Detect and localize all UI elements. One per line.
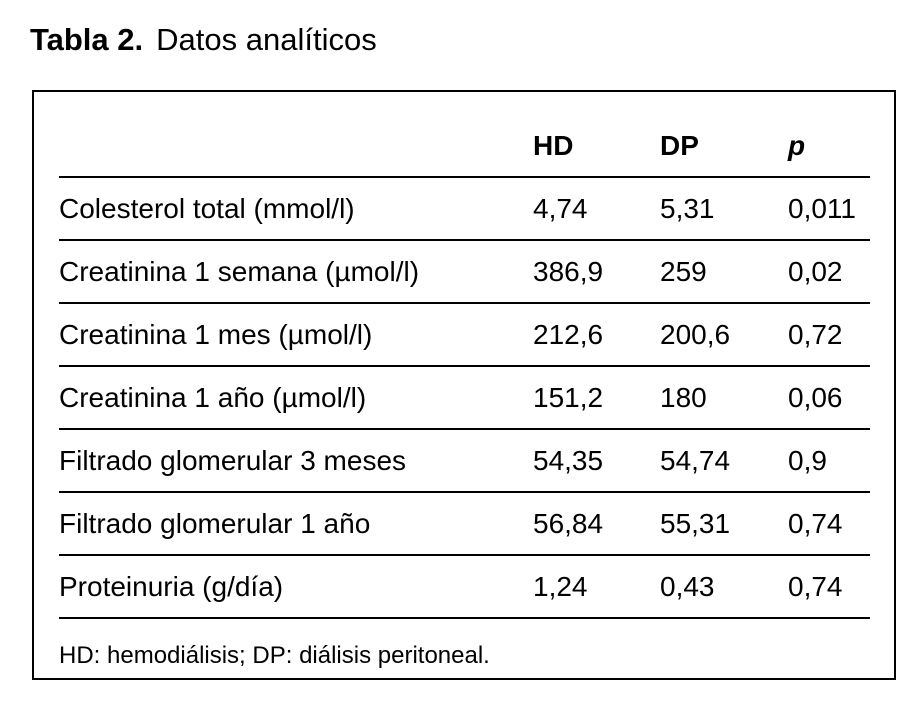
dp-value: 259 xyxy=(660,240,788,304)
dp-value: 200,6 xyxy=(660,303,788,367)
p-value: 0,72 xyxy=(788,303,870,367)
row-label: Colesterol total (mmol/l) xyxy=(59,177,533,241)
dp-value: 5,31 xyxy=(660,177,788,241)
table-header: HD DP p xyxy=(59,92,870,178)
hd-value: 54,35 xyxy=(533,429,660,493)
table-row: Creatinina 1 semana (µmol/l) 386,9 259 0… xyxy=(59,240,870,304)
p-value: 0,02 xyxy=(788,240,870,304)
hd-value: 151,2 xyxy=(533,366,660,430)
table-title-text: Datos analíticos xyxy=(156,22,377,57)
hd-value: 386,9 xyxy=(533,240,660,304)
row-label: Filtrado glomerular 1 año xyxy=(59,492,533,556)
table-container: HD DP p Colesterol total (mmol/l) 4,74 5… xyxy=(32,90,896,680)
header-p: p xyxy=(788,92,870,178)
hd-value: 212,6 xyxy=(533,303,660,367)
dp-value: 54,74 xyxy=(660,429,788,493)
hd-value: 1,24 xyxy=(533,555,660,619)
table-row: Filtrado glomerular 3 meses 54,35 54,74 … xyxy=(59,429,870,493)
header-empty xyxy=(59,92,533,178)
dp-value: 180 xyxy=(660,366,788,430)
row-label: Creatinina 1 semana (µmol/l) xyxy=(59,240,533,304)
row-label: Creatinina 1 mes (µmol/l) xyxy=(59,303,533,367)
footnote-row: HD: hemodiálisis; DP: diálisis peritonea… xyxy=(59,618,870,693)
table-row: Creatinina 1 mes (µmol/l) 212,6 200,6 0,… xyxy=(59,303,870,367)
row-label: Proteinuria (g/día) xyxy=(59,555,533,619)
table-footnote: HD: hemodiálisis; DP: diálisis peritonea… xyxy=(59,642,490,669)
p-value: 0,74 xyxy=(788,555,870,619)
hd-value: 56,84 xyxy=(533,492,660,556)
header-hd: HD xyxy=(533,92,660,178)
table-title-number: Tabla 2. xyxy=(30,22,144,57)
p-value: 0,06 xyxy=(788,366,870,430)
table-row: Colesterol total (mmol/l) 4,74 5,31 0,01… xyxy=(59,177,870,241)
row-label: Creatinina 1 año (µmol/l) xyxy=(59,366,533,430)
table-row: Filtrado glomerular 1 año 56,84 55,31 0,… xyxy=(59,492,870,556)
hd-value: 4,74 xyxy=(533,177,660,241)
p-value: 0,011 xyxy=(788,177,870,241)
p-value: 0,74 xyxy=(788,492,870,556)
p-value: 0,9 xyxy=(788,429,870,493)
table-body: Colesterol total (mmol/l) 4,74 5,31 0,01… xyxy=(59,177,870,619)
row-label: Filtrado glomerular 3 meses xyxy=(59,429,533,493)
table-row: Proteinuria (g/día) 1,24 0,43 0,74 xyxy=(59,555,870,619)
data-table: HD DP p Colesterol total (mmol/l) 4,74 5… xyxy=(59,92,870,693)
header-dp: DP xyxy=(660,92,788,178)
dp-value: 0,43 xyxy=(660,555,788,619)
table-footer: HD: hemodiálisis; DP: diálisis peritonea… xyxy=(59,618,870,693)
dp-value: 55,31 xyxy=(660,492,788,556)
table-row: Creatinina 1 año (µmol/l) 151,2 180 0,06 xyxy=(59,366,870,430)
table-title: Tabla 2. Datos analíticos xyxy=(30,22,377,58)
header-row: HD DP p xyxy=(59,92,870,178)
